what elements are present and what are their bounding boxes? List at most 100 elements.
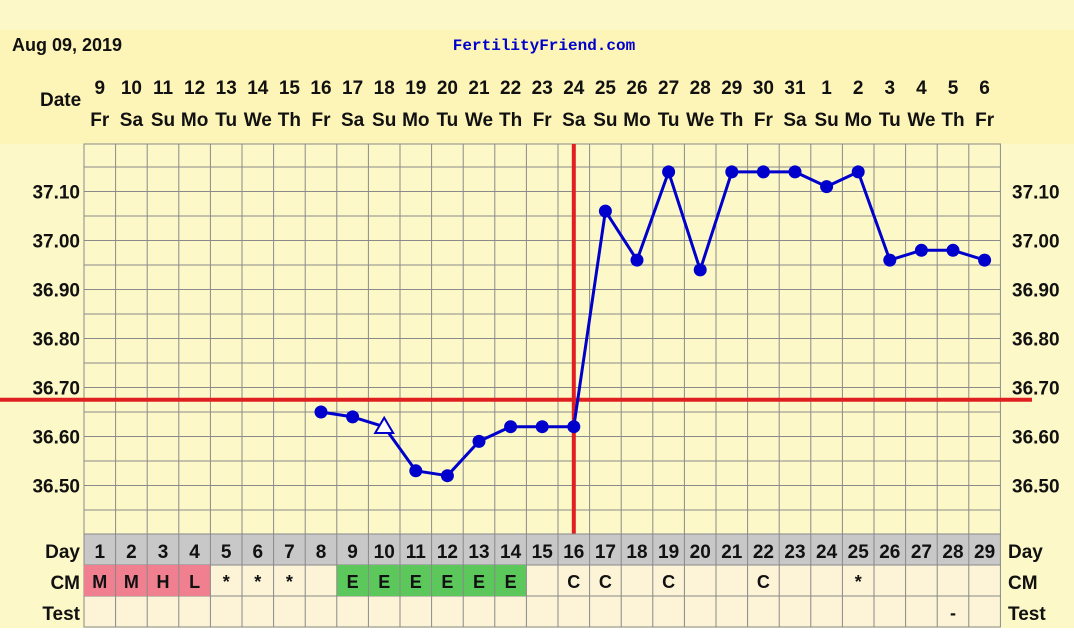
weekday-label: Th [720,110,743,131]
y-tick-label-left: 36.50 [32,477,80,498]
test-row-label-right: Test [1008,604,1046,625]
cycle-day-label: 25 [848,542,870,563]
weekday-label: Tu [215,110,237,131]
weekday-label: Mo [623,110,650,131]
weekday-label: Su [814,110,838,131]
cm-value: E [441,572,453,592]
cycle-day-label: 29 [974,542,995,563]
cycle-day-label: 20 [690,542,711,563]
temperature-point [314,405,328,419]
date-label: 2 [853,78,864,99]
date-label: 23 [532,78,553,99]
cycle-day-label: 21 [721,542,743,563]
test-row-label-left: Test [42,604,80,625]
temperature-point [820,180,834,194]
cm-value: L [189,572,200,592]
temperature-point [883,253,897,267]
date-label: 1 [821,78,832,99]
weekday-label: Sa [120,110,144,131]
date-label: 17 [342,78,363,99]
cycle-day-label: 26 [879,542,900,563]
weekday-label: Sa [783,110,807,131]
y-tick-label-right: 36.50 [1012,477,1060,498]
cycle-day-label: 27 [911,542,932,563]
temperature-point [662,165,676,179]
weekday-label: Fr [975,110,995,131]
date-label: 31 [784,78,806,99]
date-label: 5 [948,78,959,99]
cycle-day-label: 5 [221,542,232,563]
weekday-label: We [686,110,714,131]
date-label: 15 [279,78,301,99]
date-label: 19 [405,78,426,99]
y-axis-ticks: 37.10 37.10 37.00 37.00 36.90 36.90 36.80 36.80… [32,183,1059,498]
temperature-point [946,243,960,257]
cycle-day-label: 6 [253,542,264,563]
plot-grid [83,143,1001,535]
y-tick-label-left: 36.80 [32,330,80,351]
weekday-label: Th [278,110,301,131]
date-label: 16 [310,78,331,99]
date-label: 4 [916,78,927,99]
weekday-label: Fr [754,110,774,131]
date-label: 20 [437,78,458,99]
date-label: 3 [885,78,896,99]
weekday-label: Mo [181,110,208,131]
cm-value: E [347,572,359,592]
weekday-label: Sa [341,110,365,131]
date-label: 11 [153,78,174,99]
cycle-day-label: 16 [563,542,584,563]
weekday-label: Su [151,110,175,131]
weekday-label: Mo [402,110,429,131]
cycle-day-label: 10 [374,542,395,563]
weekday-label: Th [499,110,522,131]
weekday-label: Fr [312,110,332,131]
temperature-point [472,434,486,448]
cm-cell-fill [115,565,148,596]
weekday-label: Tu [658,110,680,131]
cm-cell-fill [84,565,116,596]
cm-cell-fill [336,565,369,596]
cycle-day-label: 24 [816,542,838,563]
cm-cell-fill [463,565,495,596]
weekday-label: Sa [562,110,586,131]
date-label: 30 [753,78,774,99]
temperature-point [725,165,739,179]
temperature-point [914,243,928,257]
date-label: 22 [500,78,521,99]
cycle-day-label: 13 [468,542,489,563]
cycle-day-label: 2 [126,542,137,563]
date-label: 18 [374,78,395,99]
cm-value: C [757,572,770,592]
date-label: 10 [121,78,142,99]
date-header: 9Fr10Sa11Su12Mo13Tu14We15Th16Fr17Sa18Su1… [0,30,1074,144]
cm-cell-fill [178,565,211,596]
test-row [83,595,1001,628]
temperature-series [314,165,992,483]
day-row-label-left: Day [45,542,80,563]
weekday-label: Su [593,110,617,131]
cycle-day-label: 8 [316,542,327,563]
date-label: 24 [563,78,585,99]
temperature-point [630,253,644,267]
cycle-day-label: 12 [437,542,458,563]
cm-row-label-right: CM [1008,573,1038,594]
cycle-day-label: 19 [658,542,679,563]
test-value: - [950,603,956,623]
cycle-day-label: 28 [942,542,963,563]
cycle-day-label: 18 [626,542,647,563]
weekday-label: Tu [436,110,458,131]
reference-lines [0,144,1032,534]
temperature-point [851,165,865,179]
temperature-point [693,263,707,277]
cm-value: M [124,572,139,592]
cycle-day-label: 4 [189,542,200,563]
weekday-label: Su [372,110,396,131]
cycle-day-label: 23 [784,542,805,563]
date-label: 29 [721,78,742,99]
temperature-point [535,420,549,434]
cycle-day-label: 22 [753,542,774,563]
weekday-label: Fr [533,110,553,131]
cycle-day-label: 7 [284,542,295,563]
